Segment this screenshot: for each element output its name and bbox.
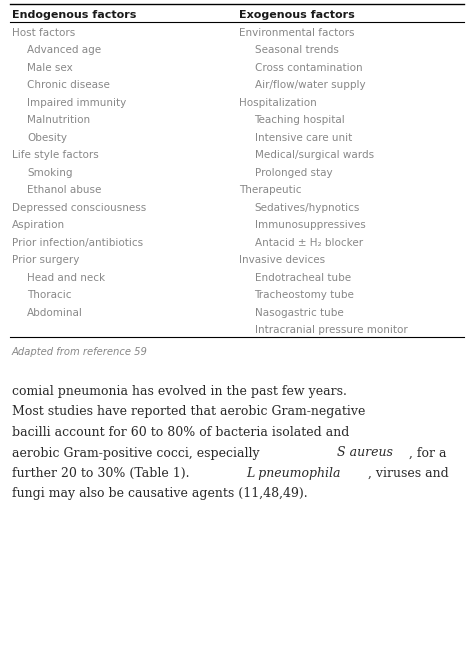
- Text: Nasogastric tube: Nasogastric tube: [255, 308, 343, 317]
- Text: Prior infection/antibiotics: Prior infection/antibiotics: [12, 238, 143, 248]
- Text: aerobic Gram-positive cocci, especially: aerobic Gram-positive cocci, especially: [12, 447, 264, 459]
- Text: Thoracic: Thoracic: [27, 290, 72, 300]
- Text: Therapeutic: Therapeutic: [239, 185, 302, 195]
- Text: fungi may also be causative agents (11,48,49).: fungi may also be causative agents (11,4…: [12, 487, 308, 500]
- Text: Obesity: Obesity: [27, 132, 67, 143]
- Text: , viruses and: , viruses and: [368, 467, 449, 480]
- Text: Medical/surgical wards: Medical/surgical wards: [255, 150, 374, 160]
- Text: Prior surgery: Prior surgery: [12, 255, 79, 265]
- Text: S aureus: S aureus: [337, 447, 392, 459]
- Text: Intracranial pressure monitor: Intracranial pressure monitor: [255, 325, 407, 335]
- Text: Hospitalization: Hospitalization: [239, 97, 317, 108]
- Text: Adapted from reference 59: Adapted from reference 59: [12, 347, 148, 357]
- Text: Abdominal: Abdominal: [27, 308, 83, 317]
- Text: Endogenous factors: Endogenous factors: [12, 10, 136, 19]
- Text: , for a: , for a: [409, 447, 446, 459]
- Text: Head and neck: Head and neck: [27, 273, 105, 283]
- Text: bacilli account for 60 to 80% of bacteria isolated and: bacilli account for 60 to 80% of bacteri…: [12, 426, 349, 439]
- Text: Aspiration: Aspiration: [12, 220, 65, 230]
- Text: Tracheostomy tube: Tracheostomy tube: [255, 290, 355, 300]
- Text: Male sex: Male sex: [27, 63, 73, 73]
- Text: Intensive care unit: Intensive care unit: [255, 132, 352, 143]
- Text: Advanced age: Advanced age: [27, 45, 101, 55]
- Text: comial pneumonia has evolved in the past few years.: comial pneumonia has evolved in the past…: [12, 385, 346, 398]
- Text: further 20 to 30% (Table 1).: further 20 to 30% (Table 1).: [12, 467, 193, 480]
- Text: Immunosuppressives: Immunosuppressives: [255, 220, 365, 230]
- Text: Environmental factors: Environmental factors: [239, 28, 355, 38]
- Text: Ethanol abuse: Ethanol abuse: [27, 185, 101, 195]
- Text: Life style factors: Life style factors: [12, 150, 99, 160]
- Text: Prolonged stay: Prolonged stay: [255, 167, 332, 178]
- Text: Cross contamination: Cross contamination: [255, 63, 362, 73]
- Text: Invasive devices: Invasive devices: [239, 255, 326, 265]
- Text: Antacid ± H₂ blocker: Antacid ± H₂ blocker: [255, 238, 363, 248]
- Text: Sedatives/hypnotics: Sedatives/hypnotics: [255, 202, 360, 213]
- Text: Impaired immunity: Impaired immunity: [27, 97, 126, 108]
- Text: Chronic disease: Chronic disease: [27, 80, 110, 90]
- Text: Malnutrition: Malnutrition: [27, 115, 90, 125]
- Text: Seasonal trends: Seasonal trends: [255, 45, 338, 55]
- Text: Exogenous factors: Exogenous factors: [239, 10, 355, 19]
- Text: Endotracheal tube: Endotracheal tube: [255, 273, 351, 283]
- Text: Most studies have reported that aerobic Gram-negative: Most studies have reported that aerobic …: [12, 406, 365, 419]
- Text: Depressed consciousness: Depressed consciousness: [12, 202, 146, 213]
- Text: Host factors: Host factors: [12, 28, 75, 38]
- Text: Smoking: Smoking: [27, 167, 73, 178]
- Text: Air/flow/water supply: Air/flow/water supply: [255, 80, 365, 90]
- Text: L pneumophila: L pneumophila: [246, 467, 340, 480]
- Text: Teaching hospital: Teaching hospital: [255, 115, 345, 125]
